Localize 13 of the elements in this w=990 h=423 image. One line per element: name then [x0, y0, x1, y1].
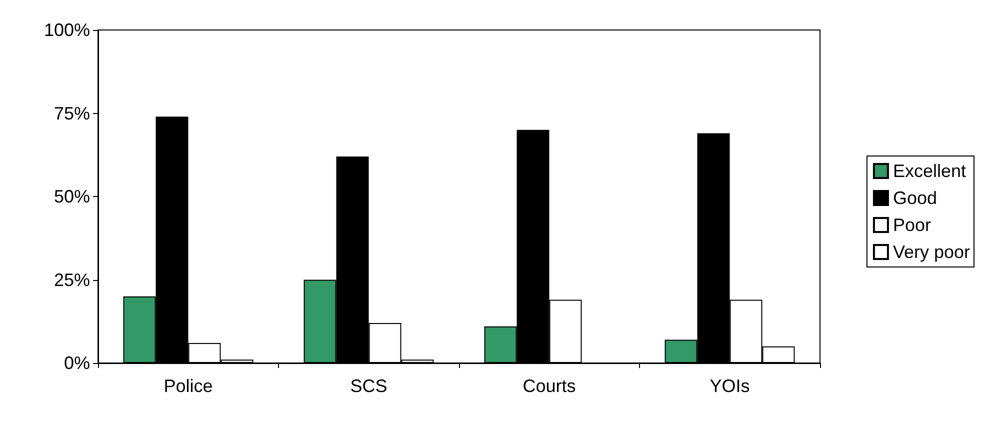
y-tick-label: 0%	[64, 353, 90, 373]
legend-label: Very poor	[892, 242, 970, 262]
y-tick-label: 50%	[54, 186, 90, 206]
x-tick-label: SCS	[350, 376, 388, 396]
y-tick-label: 25%	[54, 270, 90, 290]
legend-label: Good	[892, 188, 937, 208]
legend-label: Excellent	[892, 161, 966, 181]
legend-label: Poor	[892, 215, 931, 235]
x-tick-label: Police	[164, 376, 213, 396]
y-tick-label: 100%	[44, 20, 90, 40]
x-tick-label: YOIs	[710, 376, 750, 396]
y-tick-label: 75%	[54, 103, 90, 124]
x-tick-label: Courts	[522, 376, 576, 396]
